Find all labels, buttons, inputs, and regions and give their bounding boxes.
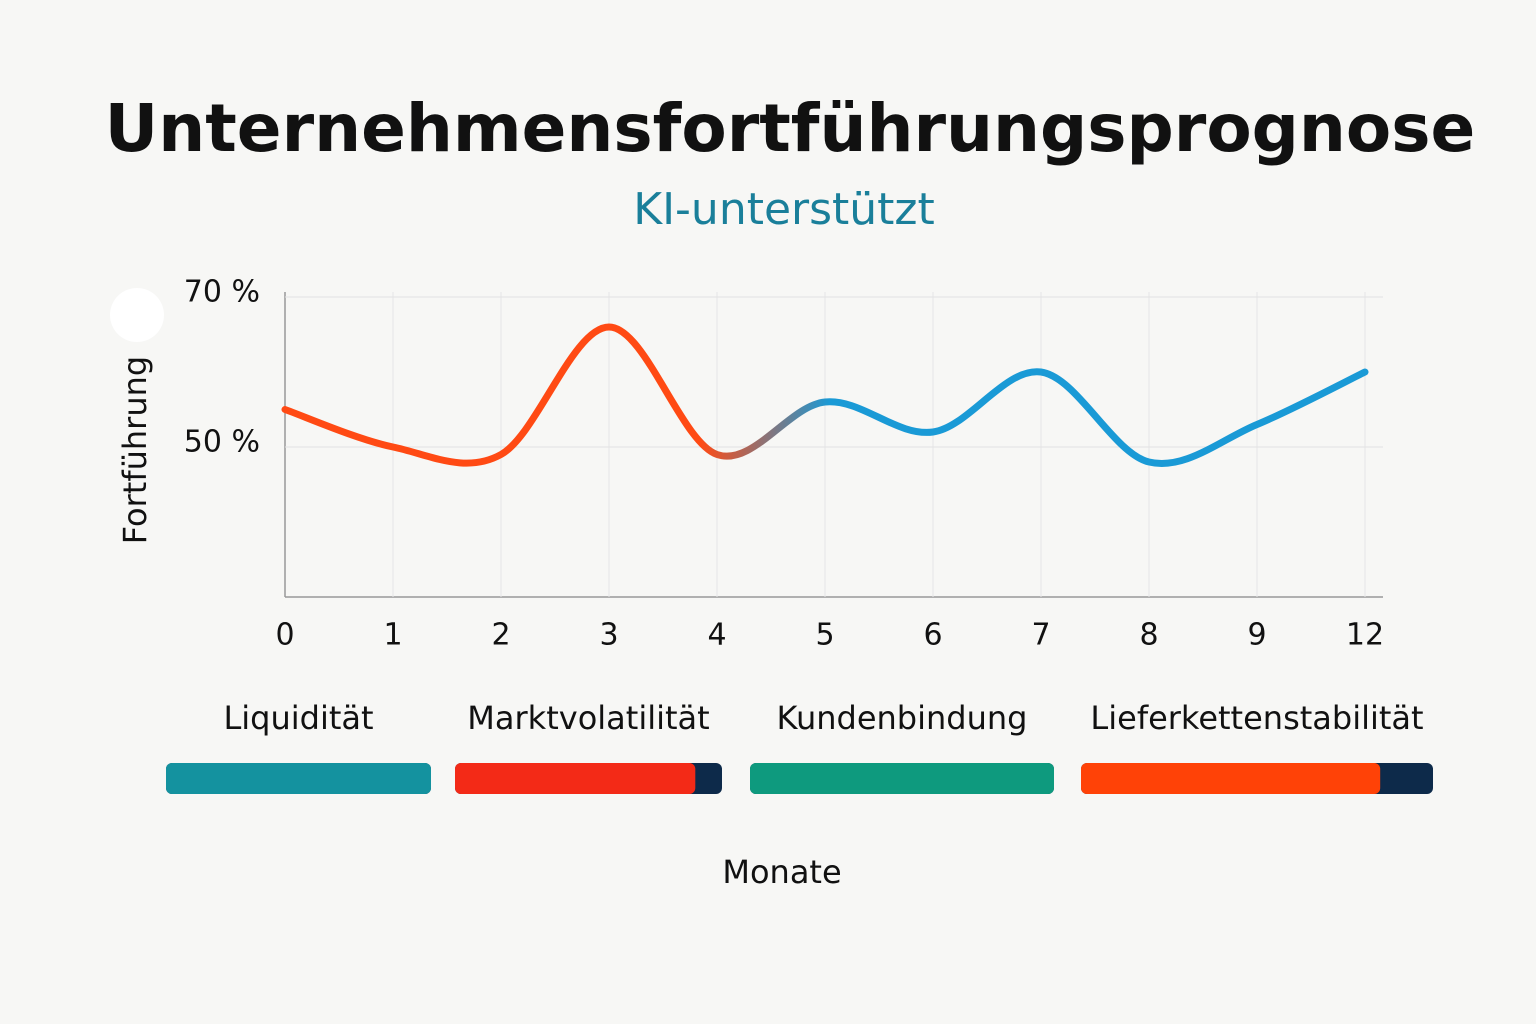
x-tick-label: 2 bbox=[491, 618, 510, 653]
chart-title: Unternehmensfortführungsprognose bbox=[105, 90, 1476, 167]
chart-subtitle: KI-unterstützt bbox=[633, 184, 935, 235]
x-tick-label: 5 bbox=[815, 618, 834, 653]
decoration bbox=[110, 288, 164, 342]
y-axis-title: Fortführung bbox=[116, 356, 154, 544]
line bbox=[281, 323, 1369, 467]
x-tick-label: 0 bbox=[275, 618, 294, 653]
x-tick-label: 1 bbox=[383, 618, 402, 653]
x-tick-label: 4 bbox=[707, 618, 726, 653]
x-tick-label: 12 bbox=[1346, 618, 1384, 653]
indicator-label: Lieferkettenstabilität bbox=[1090, 699, 1423, 737]
indicator-label: Marktvolatilität bbox=[467, 699, 709, 737]
indicator-bar bbox=[1081, 763, 1381, 794]
x-tick-label: 3 bbox=[599, 618, 618, 653]
x-axis-title: Monate bbox=[722, 853, 841, 891]
indicator-label: Kundenbindung bbox=[777, 699, 1028, 737]
indicator-bar bbox=[455, 763, 696, 794]
indicator-bar bbox=[166, 763, 431, 794]
y-tick-label: 70 % bbox=[184, 275, 260, 310]
x-tick-label: 7 bbox=[1031, 618, 1050, 653]
x-tick-label: 6 bbox=[923, 618, 942, 653]
y-tick-label: 50 % bbox=[184, 425, 260, 460]
x-tick-label: 9 bbox=[1247, 618, 1266, 653]
x-tick-label: 8 bbox=[1139, 618, 1158, 653]
indicator-bar bbox=[750, 763, 1054, 794]
indicator-label: Liquidität bbox=[223, 699, 373, 737]
